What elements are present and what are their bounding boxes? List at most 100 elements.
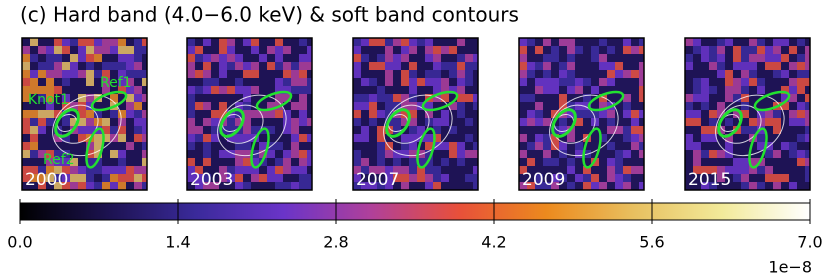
pixel <box>449 182 457 190</box>
pixel <box>203 94 211 102</box>
pixel <box>38 46 46 54</box>
pixel <box>535 54 543 62</box>
pixel <box>369 62 377 70</box>
pixel <box>583 166 591 174</box>
pixel <box>559 78 567 86</box>
pixel <box>134 118 142 126</box>
pixel <box>639 182 644 190</box>
pixel <box>583 70 591 78</box>
pixel <box>535 158 543 166</box>
pixel <box>211 142 219 150</box>
pixel <box>805 78 810 86</box>
pixel <box>717 126 725 134</box>
pixel <box>102 46 110 54</box>
pixel <box>409 70 417 78</box>
pixel <box>142 70 147 78</box>
pixel <box>401 134 409 142</box>
pixel <box>110 110 118 118</box>
pixel <box>433 158 441 166</box>
pixel <box>70 46 78 54</box>
pixel <box>789 118 797 126</box>
pixel <box>203 110 211 118</box>
pixel <box>441 174 449 182</box>
pixel <box>623 134 631 142</box>
region <box>551 108 577 138</box>
pixel <box>251 46 259 54</box>
pixel <box>717 102 725 110</box>
pixel <box>519 86 527 94</box>
pixel <box>409 78 417 86</box>
pixel <box>267 46 275 54</box>
pixel <box>361 102 369 110</box>
pixel <box>203 102 211 110</box>
pixel <box>527 166 535 174</box>
pixel <box>473 46 478 54</box>
pixel <box>377 134 385 142</box>
pixel <box>267 38 275 46</box>
pixel <box>733 182 741 190</box>
pixel <box>118 110 126 118</box>
pixel <box>126 46 134 54</box>
pixel <box>583 110 591 118</box>
pixel <box>203 134 211 142</box>
pixel <box>773 70 781 78</box>
pixel <box>789 126 797 134</box>
pixel <box>353 86 361 94</box>
pixel <box>307 54 312 62</box>
pixel <box>267 134 275 142</box>
pixel <box>465 86 473 94</box>
pixel <box>749 182 757 190</box>
pixel <box>22 166 30 174</box>
pixel <box>685 62 693 70</box>
pixel <box>717 182 725 190</box>
pixel <box>741 150 749 158</box>
pixel <box>527 142 535 150</box>
pixel <box>741 142 749 150</box>
pixel <box>575 110 583 118</box>
pixel <box>631 38 639 46</box>
pixel <box>805 182 810 190</box>
pixel <box>685 166 693 174</box>
pixel <box>275 182 283 190</box>
pixel <box>62 158 70 166</box>
pixel <box>615 182 623 190</box>
pixel <box>22 150 30 158</box>
pixel <box>639 70 644 78</box>
pixel <box>639 118 644 126</box>
pixel <box>591 134 599 142</box>
pixel <box>615 110 623 118</box>
pixel <box>195 182 203 190</box>
pixel <box>86 86 94 94</box>
pixel <box>369 102 377 110</box>
pixel <box>797 94 805 102</box>
pixel <box>251 126 259 134</box>
pixel <box>195 38 203 46</box>
pixel <box>417 166 425 174</box>
pixel <box>789 38 797 46</box>
pixel <box>70 118 78 126</box>
pixel <box>441 86 449 94</box>
pixel <box>70 86 78 94</box>
pixel <box>299 174 307 182</box>
pixel <box>251 182 259 190</box>
pixel <box>353 38 361 46</box>
pixel <box>567 118 575 126</box>
pixel <box>78 118 86 126</box>
pixel <box>30 70 38 78</box>
pixel <box>30 102 38 110</box>
pixel <box>599 126 607 134</box>
pixel <box>773 126 781 134</box>
pixel <box>685 54 693 62</box>
region <box>219 108 245 138</box>
pixel <box>473 78 478 86</box>
pixel <box>361 134 369 142</box>
pixel <box>797 46 805 54</box>
pixel <box>551 110 559 118</box>
pixel <box>749 142 757 150</box>
pixel <box>195 142 203 150</box>
pixel <box>22 62 30 70</box>
pixel <box>267 150 275 158</box>
pixel <box>235 166 243 174</box>
pixel <box>291 182 299 190</box>
pixel <box>693 118 701 126</box>
